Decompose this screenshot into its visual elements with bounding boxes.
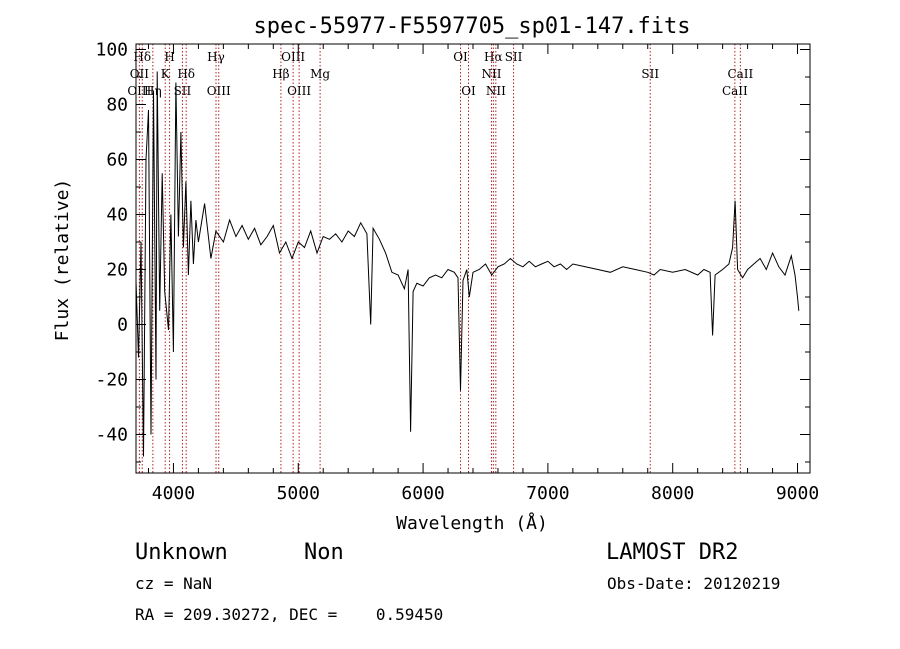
line-marker-label: Hδ	[133, 50, 151, 64]
line-marker-label: CaII	[727, 67, 753, 81]
line-marker-label: OIII	[127, 84, 151, 98]
y-tick-label: 80	[106, 95, 128, 116]
line-marker-label: OIII	[207, 84, 231, 98]
y-tick-label: 20	[106, 260, 128, 281]
plot-frame	[135, 43, 811, 474]
x-tick-label: 6000	[401, 483, 444, 504]
line-marker-label: OIII	[287, 84, 311, 98]
line-marker-label: K	[161, 67, 171, 81]
chart-title: spec-55977-F5597705_sp01-147.fits	[253, 14, 690, 39]
y-axis-label: Flux (relative)	[52, 179, 73, 342]
line-marker-label: CaII	[722, 84, 748, 98]
x-tick-label: 7000	[526, 483, 569, 504]
y-tick-label: 100	[95, 40, 128, 61]
footer-obs-date: Obs-Date: 20120219	[607, 574, 780, 593]
line-marker-label: SII	[174, 84, 192, 98]
footer-subclass: Non	[304, 540, 344, 565]
axis-ticks: 4000 5000 6000 7000 8000 9000 -40 -20 0 20 40 60 80 1…	[95, 40, 819, 505]
line-marker-label: Hγ	[207, 50, 225, 64]
line-marker-label: Mg	[310, 67, 330, 81]
y-tick-label: 40	[106, 205, 128, 226]
line-marker-label: OII	[130, 67, 150, 81]
line-marker-label: Hβ	[272, 67, 289, 81]
footer-cz: cz = NaN	[135, 574, 212, 593]
line-marker-label: Hδ	[177, 67, 195, 81]
x-axis-label: Wavelength (Å)	[396, 512, 548, 534]
line-marker-label: OI	[461, 84, 476, 98]
line-marker-label: SII	[505, 50, 523, 64]
x-tick-label: 8000	[651, 483, 694, 504]
spectrum-line	[135, 71, 800, 457]
line-marker-label: NII	[486, 84, 506, 98]
line-marker-label: Hα	[484, 50, 503, 64]
y-tick-label: 60	[106, 150, 128, 171]
x-tick-label: 5000	[277, 483, 320, 504]
line-marker-label: OIII	[281, 50, 305, 64]
x-tick-label: 4000	[152, 483, 195, 504]
x-tick-label: 9000	[776, 483, 819, 504]
line-marker-label: Hη	[144, 84, 162, 98]
line-marker-label: NII	[481, 67, 501, 81]
y-tick-label: 0	[117, 315, 128, 336]
footer-coords: RA = 209.30272, DEC = 0.59450	[135, 605, 443, 624]
y-tick-label: -20	[95, 370, 128, 391]
line-marker-label: H	[164, 50, 174, 64]
line-marker-label: OI	[453, 50, 468, 64]
footer-survey: LAMOST DR2	[606, 540, 738, 565]
footer-class: Unknown	[135, 540, 228, 565]
y-tick-label: -40	[95, 425, 128, 446]
line-marker-label: SII	[641, 67, 659, 81]
